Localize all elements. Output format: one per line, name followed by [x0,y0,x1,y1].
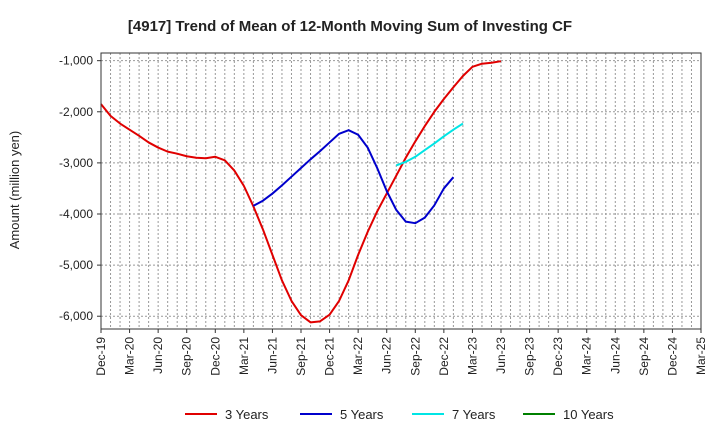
y-tick-label: -5,000 [59,258,93,272]
x-tick-label: Dec-21 [323,337,337,376]
x-tick-label: Dec-23 [551,337,565,376]
x-tick-label: Sep-23 [523,337,537,376]
x-tick-label: Mar-21 [237,337,251,375]
x-tick-label: Dec-22 [437,337,451,376]
y-axis-ticks: -1,000 -2,000 -3,000 -4,000 -5,000 -6,000 [59,54,101,323]
x-tick-label: Dec-20 [208,337,222,376]
x-tick-label: Jun-22 [380,337,394,374]
x-axis-ticks: Dec-19 Mar-20 Jun-20 Sep-20 Dec-20 Mar-21 Jun-… [94,329,708,376]
series-line-5-years [252,129,455,225]
x-tick-label: Jun-24 [608,337,622,374]
x-tick-label: Mar-23 [465,337,479,375]
x-tick-label: Sep-22 [408,337,422,376]
legend-label: 3 Years [225,407,269,422]
x-tick-label: Dec-19 [94,337,108,376]
series-line-3-years [100,60,502,324]
x-tick-label: Mar-24 [580,337,594,375]
legend-label: 5 Years [340,407,384,422]
x-tick-label: Sep-21 [294,337,308,376]
series-line-7-years [395,122,464,167]
legend-label: 7 Years [452,407,496,422]
series-lines [100,60,502,324]
x-tick-label: Jun-21 [265,337,279,374]
x-tick-label: Mar-25 [694,337,708,375]
legend: 3 Years 5 Years 7 Years 10 Years [185,407,614,422]
y-tick-label: -4,000 [59,207,93,221]
y-tick-label: -1,000 [59,54,93,68]
y-axis-label: Amount (million yen) [7,131,22,250]
x-tick-label: Jun-23 [494,337,508,374]
chart-title: [4917] Trend of Mean of 12-Month Moving … [128,18,572,35]
x-tick-label: Sep-24 [637,337,651,376]
x-tick-label: Mar-22 [351,337,365,375]
y-tick-label: -2,000 [59,105,93,119]
y-tick-label: -6,000 [59,309,93,323]
y-tick-label: -3,000 [59,156,93,170]
x-tick-label: Jun-20 [151,337,165,374]
x-tick-label: Dec-24 [665,337,679,376]
plot-frame [100,52,702,330]
grid [100,53,702,329]
x-tick-label: Sep-20 [180,337,194,376]
x-tick-label: Mar-20 [123,337,137,375]
legend-label: 10 Years [563,407,614,422]
